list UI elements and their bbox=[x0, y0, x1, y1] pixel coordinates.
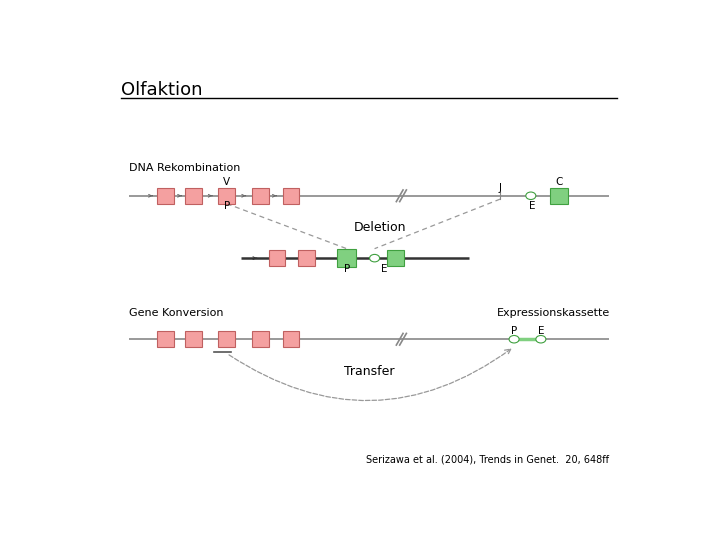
Text: C: C bbox=[555, 177, 562, 186]
Bar bbox=[185, 332, 202, 347]
Bar bbox=[252, 188, 269, 204]
Text: Transfer: Transfer bbox=[343, 364, 395, 377]
Text: Gene Konversion: Gene Konversion bbox=[129, 308, 223, 318]
Bar bbox=[387, 250, 404, 266]
Text: Serizawa et al. (2004), Trends in Genet.  20, 648ff: Serizawa et al. (2004), Trends in Genet.… bbox=[366, 455, 609, 465]
Bar bbox=[185, 188, 202, 204]
Text: J: J bbox=[499, 183, 502, 193]
Text: Expressionskassette: Expressionskassette bbox=[498, 308, 611, 318]
Text: E: E bbox=[528, 201, 535, 211]
Bar bbox=[218, 332, 235, 347]
Bar bbox=[337, 249, 356, 267]
Circle shape bbox=[509, 335, 519, 343]
Bar bbox=[298, 250, 315, 266]
Bar bbox=[252, 332, 269, 347]
Bar bbox=[549, 188, 568, 204]
Text: P: P bbox=[343, 264, 350, 274]
Bar bbox=[282, 332, 300, 347]
Bar bbox=[282, 188, 300, 204]
Text: E: E bbox=[538, 326, 544, 336]
Bar bbox=[157, 188, 174, 204]
Text: Deletion: Deletion bbox=[354, 221, 406, 234]
Text: DNA Rekombination: DNA Rekombination bbox=[129, 163, 240, 173]
Circle shape bbox=[526, 192, 536, 199]
Text: Olfaktion: Olfaktion bbox=[121, 80, 202, 99]
Circle shape bbox=[369, 254, 379, 262]
Text: V: V bbox=[223, 177, 230, 186]
Text: P: P bbox=[511, 326, 517, 336]
Bar bbox=[269, 250, 285, 266]
Text: P: P bbox=[224, 201, 230, 211]
Text: E: E bbox=[382, 264, 388, 274]
Circle shape bbox=[536, 335, 546, 343]
Bar bbox=[157, 332, 174, 347]
Bar bbox=[218, 188, 235, 204]
